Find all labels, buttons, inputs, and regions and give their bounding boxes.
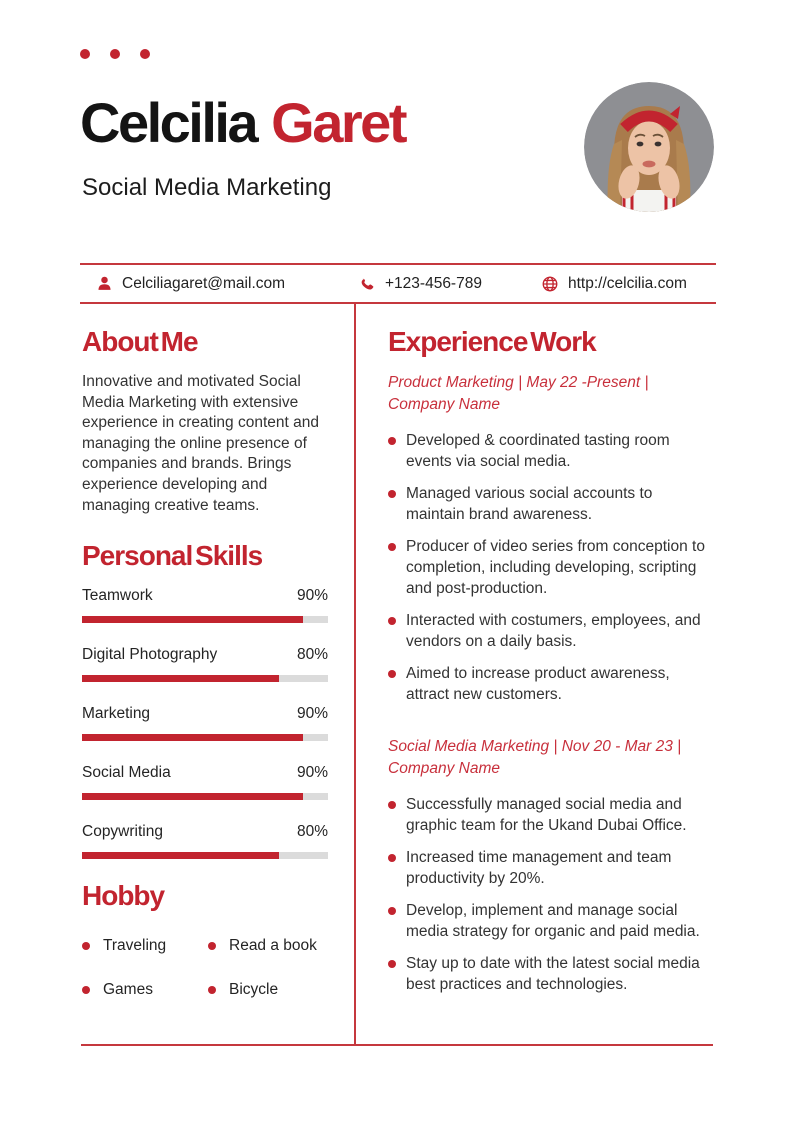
contact-phone[interactable]: +123-456-789 bbox=[358, 265, 482, 302]
decorative-dot bbox=[140, 49, 150, 59]
skill-bar-fill bbox=[82, 734, 304, 742]
job-bullet: Managed various social accounts to maint… bbox=[388, 483, 714, 525]
decorative-dots bbox=[80, 49, 150, 59]
hobby-label: Bicycle bbox=[229, 981, 279, 999]
job-company: Company Name bbox=[388, 760, 500, 777]
skills-list: Teamwork 90% Digital Photography 80% Mar… bbox=[82, 587, 328, 860]
hobby-item: Read a book bbox=[208, 937, 328, 955]
skill-percent-value: 90% bbox=[296, 764, 328, 782]
skill-bar-track bbox=[82, 852, 328, 860]
contact-bar: Celciliagaret@mail.com +123-456-789 http… bbox=[80, 263, 716, 304]
skill-bar-track bbox=[82, 675, 328, 683]
skill-percent-value: 80% bbox=[296, 823, 328, 841]
job-bullet-list: Successfully managed social media and gr… bbox=[388, 794, 714, 995]
hobby-list: Traveling Read a book Games Bicycle bbox=[82, 937, 328, 999]
skill-percent-value: 90% bbox=[296, 705, 328, 723]
skill-label: Teamwork bbox=[82, 587, 153, 605]
decorative-dot bbox=[80, 49, 90, 59]
bullet-icon bbox=[82, 942, 90, 951]
skill-percent-value: 90% bbox=[296, 587, 328, 605]
hobby-label: Games bbox=[103, 981, 153, 999]
job-bullet: Aimed to increase product awareness, att… bbox=[388, 663, 714, 705]
last-name: Garet bbox=[271, 91, 407, 154]
hobby-item: Traveling bbox=[82, 937, 208, 955]
job-company: Company Name bbox=[388, 396, 500, 413]
skills-heading: Personal Skills bbox=[82, 540, 263, 572]
skill-bar-track bbox=[82, 734, 328, 742]
skill-item: Marketing 90% bbox=[82, 705, 328, 742]
contact-email-text: Celciliagaret@mail.com bbox=[122, 274, 286, 292]
left-column: About Me Innovative and motivated Social… bbox=[82, 320, 328, 999]
globe-icon bbox=[541, 275, 559, 293]
skill-bar-track bbox=[82, 793, 328, 801]
column-divider bbox=[354, 304, 356, 1044]
hobby-label: Traveling bbox=[103, 937, 167, 955]
skill-label: Copywriting bbox=[82, 823, 163, 841]
job-bullet-list: Developed & coordinated tasting room eve… bbox=[388, 430, 714, 705]
job-bullet: Interacted with costumers, employees, an… bbox=[388, 610, 714, 652]
experience-jobs: Product Marketing | May 22 -Present | Co… bbox=[388, 372, 714, 995]
skill-item: Social Media 90% bbox=[82, 764, 328, 801]
skill-item: Digital Photography 80% bbox=[82, 646, 328, 683]
phone-icon bbox=[358, 275, 376, 293]
about-text: Innovative and motivated Social Media Ma… bbox=[82, 373, 319, 514]
contact-phone-text: +123-456-789 bbox=[385, 274, 482, 292]
job-bullet: Develop, implement and manage social med… bbox=[388, 900, 714, 942]
job-bullet: Developed & coordinated tasting room eve… bbox=[388, 430, 714, 472]
skill-item: Teamwork 90% bbox=[82, 587, 328, 624]
hobby-item: Games bbox=[82, 981, 208, 999]
job-title-period: Social Media Marketing | Nov 20 - Mar 23… bbox=[388, 738, 682, 755]
skill-bar-fill bbox=[82, 852, 279, 860]
job-bullet: Increased time management and team produ… bbox=[388, 847, 714, 889]
contact-email[interactable]: Celciliagaret@mail.com bbox=[95, 265, 285, 302]
contact-website-text: http://celcilia.com bbox=[568, 274, 687, 292]
bullet-icon bbox=[82, 986, 90, 995]
hobby-item: Bicycle bbox=[208, 981, 328, 999]
first-name: Celcilia bbox=[80, 91, 259, 154]
bottom-divider bbox=[81, 1044, 713, 1046]
profile-photo-illustration bbox=[584, 82, 714, 212]
job-bullet: Successfully managed social media and gr… bbox=[388, 794, 714, 836]
job-meta: Social Media Marketing | Nov 20 - Mar 23… bbox=[388, 736, 714, 780]
contact-website[interactable]: http://celcilia.com bbox=[541, 265, 687, 302]
skill-percent-value: 80% bbox=[296, 646, 328, 664]
job-title-period: Product Marketing | May 22 -Present | bbox=[388, 374, 649, 391]
hobby-heading: Hobby bbox=[82, 880, 165, 912]
skill-label: Digital Photography bbox=[82, 646, 218, 664]
skill-bar-fill bbox=[82, 616, 304, 624]
experience-heading: Experience Work bbox=[388, 326, 597, 357]
job-entry: Product Marketing | May 22 -Present | Co… bbox=[388, 372, 714, 705]
skill-bar-track bbox=[82, 616, 328, 624]
hobby-label: Read a book bbox=[229, 937, 317, 955]
person-icon bbox=[95, 275, 113, 293]
skill-label: Marketing bbox=[82, 705, 151, 723]
job-title-subtitle: Social Media Marketing bbox=[82, 174, 332, 201]
skill-bar-fill bbox=[82, 793, 304, 801]
person-name: Celcilia Garet bbox=[80, 91, 407, 154]
job-bullet: Producer of video series from conception… bbox=[388, 536, 714, 599]
skill-item: Copywriting 80% bbox=[82, 823, 328, 860]
skill-label: Social Media bbox=[82, 764, 171, 782]
decorative-dot bbox=[110, 49, 120, 59]
about-heading: About Me bbox=[82, 326, 199, 357]
job-meta: Product Marketing | May 22 -Present | Co… bbox=[388, 372, 714, 416]
job-bullet: Stay up to date with the latest social m… bbox=[388, 953, 714, 995]
bullet-icon bbox=[208, 986, 216, 995]
right-column: Experience Work Product Marketing | May … bbox=[388, 320, 714, 1006]
job-entry: Social Media Marketing | Nov 20 - Mar 23… bbox=[388, 736, 714, 995]
profile-photo bbox=[584, 82, 714, 212]
bullet-icon bbox=[208, 942, 216, 951]
skill-bar-fill bbox=[82, 675, 279, 683]
